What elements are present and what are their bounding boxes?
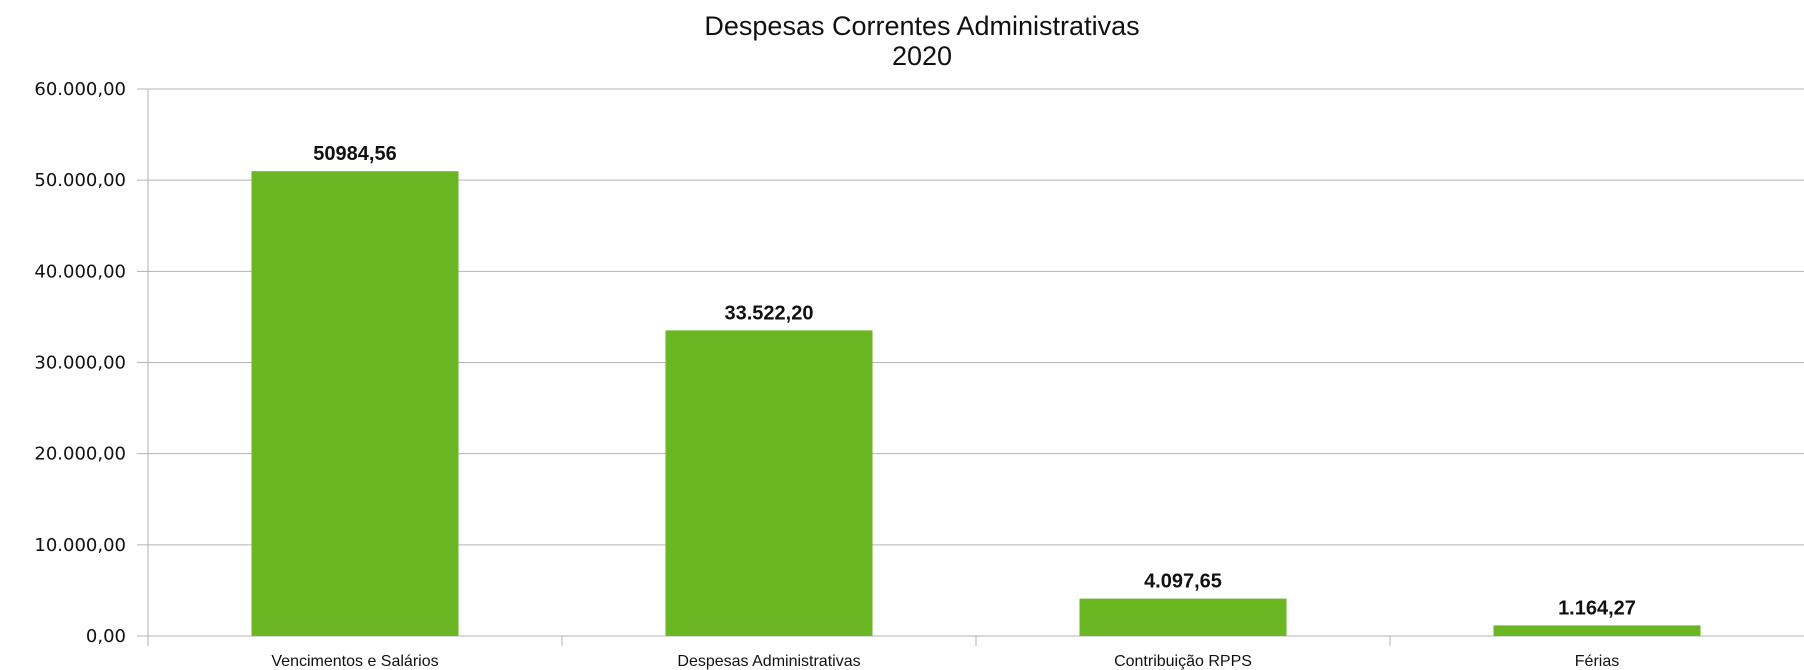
y-tick-label: 40.000,00 (34, 261, 126, 282)
labels: 0,00 10.000,00 20.000,00 30.000,00 40.000,00… (34, 79, 1636, 670)
x-category-label: Despesas Administrativas (677, 653, 860, 670)
bar (665, 330, 873, 636)
chart-title: Despesas Correntes Administrativas (704, 11, 1139, 41)
data-label: 33.522,20 (725, 302, 814, 324)
data-label: 50984,56 (313, 143, 396, 165)
y-tick-label: 30.000,00 (34, 353, 126, 374)
chart-subtitle: 2020 (892, 41, 952, 71)
y-tick-label: 60.000,00 (34, 79, 126, 100)
y-tick-label: 10.000,00 (34, 535, 126, 556)
bars (251, 171, 1701, 636)
data-label: 1.164,27 (1558, 597, 1636, 619)
x-category-label: Vencimentos e Salários (271, 653, 438, 670)
y-tick-label: 20.000,00 (34, 444, 126, 465)
data-label: 4.097,65 (1144, 571, 1222, 593)
y-tick-label: 0,00 (86, 626, 126, 647)
bar (1493, 625, 1701, 636)
bar (1079, 598, 1287, 636)
x-category-label: Contribuição RPPS (1114, 653, 1252, 670)
y-tick-label: 50.000,00 (34, 170, 126, 191)
bar (251, 171, 459, 636)
x-category-label: Férias (1575, 653, 1619, 670)
